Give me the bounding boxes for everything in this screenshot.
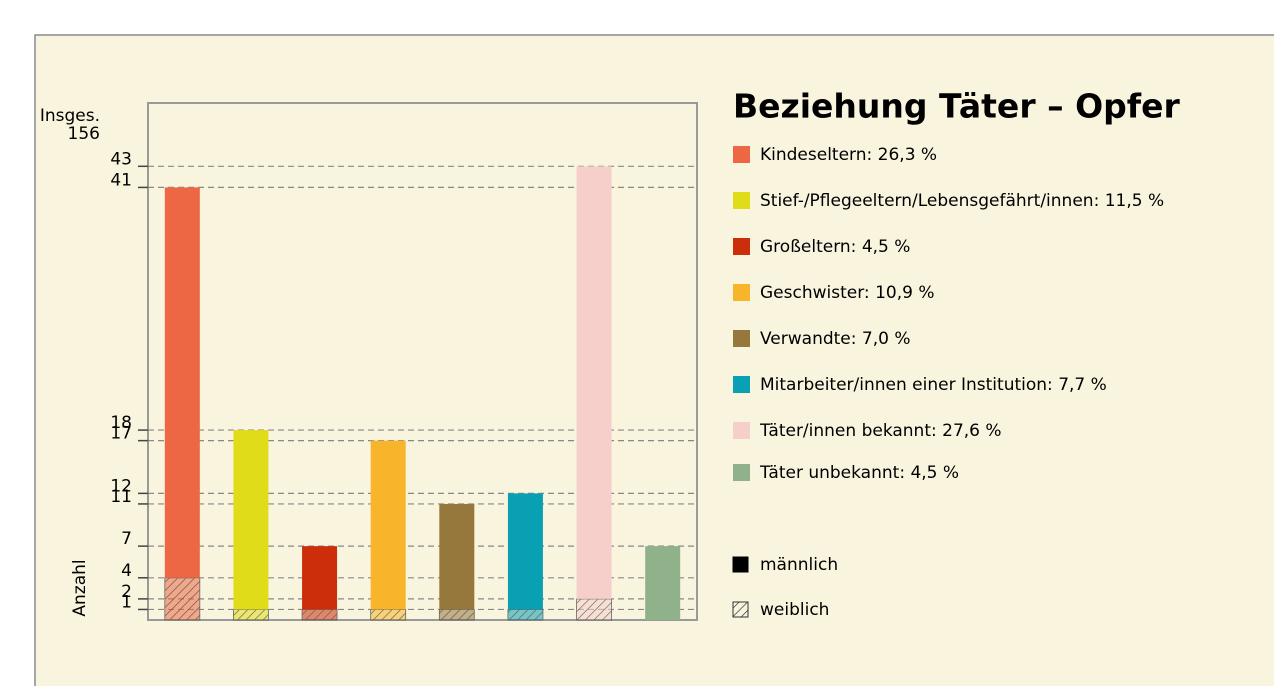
legend-swatch — [733, 192, 750, 209]
legend-share: 27,6 % — [942, 421, 1001, 441]
legend-share: 10,9 % — [875, 283, 934, 303]
legend-category: Großeltern — [760, 237, 851, 257]
legend-label: Geschwister: 10,9 % — [760, 283, 934, 303]
y-axis-label: Anzahl — [70, 559, 90, 616]
bar-segment — [301, 609, 338, 621]
bar-segment — [507, 493, 543, 610]
legend-label: weiblich — [760, 600, 829, 620]
total-label: Insges. — [40, 106, 100, 126]
legend-swatch — [733, 376, 750, 393]
y-tick-label: 17 — [110, 424, 132, 444]
legend-share: 7,0 % — [862, 329, 911, 349]
chart-title: Beziehung Täter – Opfer — [733, 87, 1180, 126]
bar-segment — [576, 598, 612, 621]
legend-label: Täter unbekannt: 4,5 % — [759, 463, 959, 483]
y-tick-label: 7 — [121, 529, 132, 549]
y-tick-label: 4 — [121, 561, 132, 581]
y-tick-label: 11 — [110, 487, 132, 507]
bar-segment — [233, 609, 269, 621]
legend-share: 7,7 % — [1058, 375, 1107, 395]
legend-category: Täter unbekannt — [759, 463, 900, 483]
legend-share: 26,3 % — [878, 145, 937, 165]
bar-segment — [233, 430, 269, 610]
bar-segment — [370, 440, 406, 610]
bar-segment — [645, 546, 681, 620]
bar-segment — [302, 546, 338, 610]
legend-category: Stief-/Pflegeeltern/Lebensgefährt/innen — [760, 191, 1094, 211]
legend-label: männlich — [760, 555, 838, 575]
bar-segment — [507, 609, 544, 621]
legend-category: Kindeseltern — [760, 145, 867, 165]
total: 156 — [68, 124, 100, 144]
y-tick-label: 43 — [110, 149, 132, 169]
bar-segment — [438, 609, 475, 621]
bar-segment — [576, 166, 612, 599]
legend-swatch — [733, 330, 750, 347]
y-tick-label: 41 — [110, 170, 132, 190]
legend-label: Kindeseltern: 26,3 % — [760, 145, 937, 165]
bar-segment — [439, 503, 475, 610]
legend-swatch — [733, 238, 750, 255]
legend-label: Stief-/Pflegeeltern/Lebensgefährt/innen:… — [760, 191, 1164, 211]
legend-category: Täter/innen bekannt — [759, 421, 931, 441]
legend-swatch — [733, 422, 750, 439]
legend-category: Geschwister — [760, 283, 864, 303]
legend-label: Mitarbeiter/innen einer Institution: 7,7… — [760, 375, 1107, 395]
legend-swatch — [733, 464, 750, 481]
legend-label: Täter/innen bekannt: 27,6 % — [759, 421, 1002, 441]
legend-share: 4,5 % — [910, 463, 959, 483]
bar-segment — [164, 577, 201, 621]
legend-category: Mitarbeiter/innen einer Institution — [760, 375, 1047, 395]
legend-label: Verwandte: 7,0 % — [760, 329, 911, 349]
legend-swatch — [732, 556, 749, 573]
legend-share: 11,5 % — [1105, 191, 1164, 211]
legend-swatch — [732, 601, 749, 618]
plot-frame — [147, 102, 698, 621]
bar-segment — [370, 609, 407, 621]
legend-swatch — [733, 284, 750, 301]
legend-category: Verwandte — [760, 329, 851, 349]
y-tick-label: 18 — [110, 413, 132, 433]
y-tick-label: 2 — [121, 582, 132, 602]
legend-label: Großeltern: 4,5 % — [760, 237, 910, 257]
legend-swatch — [733, 146, 750, 163]
y-tick-label: 12 — [110, 476, 132, 496]
bar-segment — [164, 187, 200, 578]
legend-share: 4,5 % — [862, 237, 911, 257]
y-tick-label: 1 — [121, 592, 132, 612]
